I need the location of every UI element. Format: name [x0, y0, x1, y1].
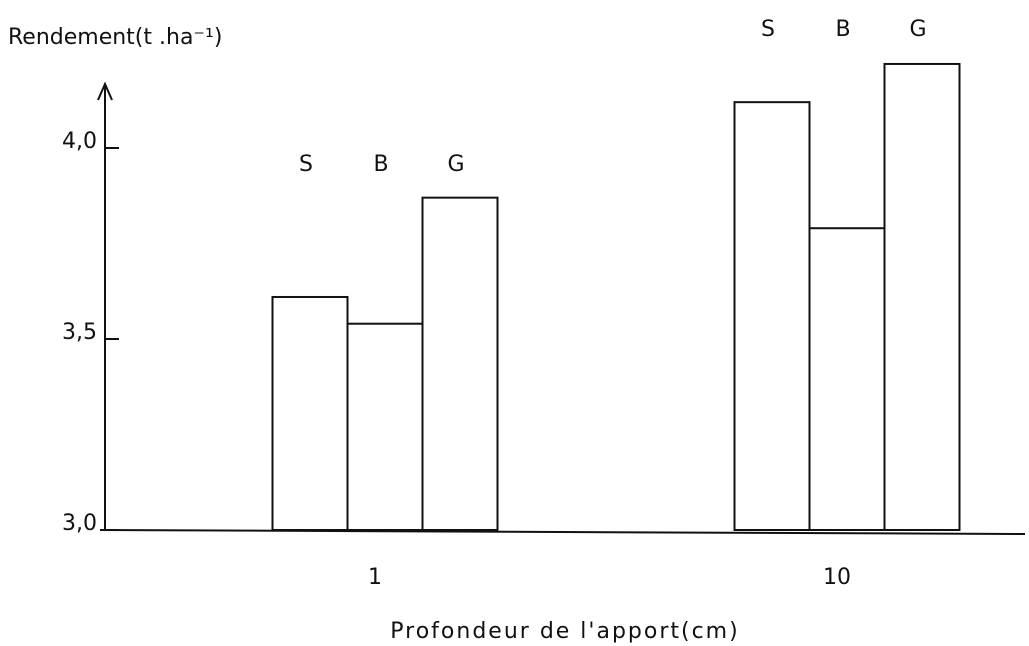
- x-tick-label: 1: [368, 565, 382, 590]
- series-label: B: [373, 152, 388, 177]
- series-label: B: [835, 17, 850, 42]
- x-axis: [99, 529, 1026, 535]
- series-label: G: [909, 17, 926, 42]
- y-axis-label: Rendement(t .ha⁻¹): [8, 25, 222, 50]
- y-tick-label: 3,0: [62, 511, 97, 536]
- bar: [421, 196, 499, 531]
- bar: [271, 295, 349, 532]
- series-label: S: [299, 152, 313, 177]
- bar: [733, 101, 811, 531]
- y-tick-label: 4,0: [62, 129, 97, 154]
- bar: [346, 322, 424, 531]
- x-tick-label: 10: [823, 565, 851, 590]
- series-label: S: [761, 17, 775, 42]
- bar: [808, 227, 886, 531]
- y-axis-arrow: [97, 81, 113, 101]
- bar: [883, 62, 961, 532]
- y-tick-label: 3,5: [62, 320, 97, 345]
- series-label: G: [447, 152, 464, 177]
- x-axis-label: Profondeur de l'apport(cm): [390, 619, 739, 644]
